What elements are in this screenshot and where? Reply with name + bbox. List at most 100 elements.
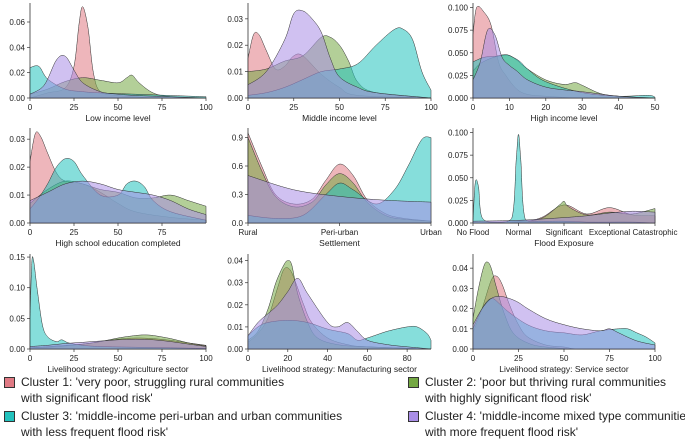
x-tick-label: 75 [158,228,167,237]
y-tick-label: 0.00 [227,345,243,354]
legend-swatch-cluster-4 [408,411,419,422]
y-tick-label: 0.9 [232,134,244,143]
y-tick-label: 0.075 [448,26,469,35]
legend-label-cluster-4-line-2: with more frequent flood risk' [425,425,579,439]
x-tick-label: 50 [114,103,123,112]
y-tick-label: 0.01 [9,191,25,200]
x-tick-label: 40 [614,103,623,112]
x-tick-label: 20 [283,354,292,363]
y-tick-label: 0.100 [448,4,469,13]
y-tick-label: 0.00 [227,94,243,103]
legend-swatch-cluster-3 [4,411,15,422]
x-axis-title: Flood Exposure [534,238,594,248]
x-tick-label: 50 [335,103,344,112]
y-tick-label: 0.025 [448,196,469,205]
x-tick-label: 20 [541,103,550,112]
legend-swatch-cluster-2 [408,377,419,388]
legend-label-cluster-2-line-1: Cluster 2: 'poor but thriving rural comm… [425,375,667,389]
y-tick-label: 0.00 [9,345,25,354]
y-tick-label: 0.03 [227,15,243,24]
density-area-cluster-4 [472,210,656,224]
y-tick-label: 0.00 [9,219,25,228]
x-tick-label: 25 [70,354,79,363]
x-tick-label: 0 [471,103,476,112]
y-tick-label: 0.15 [9,253,25,262]
y-tick-label: 0.050 [448,174,469,183]
x-tick-label: 100 [199,354,213,363]
x-tick-label: Normal [506,228,532,237]
y-tick-label: 0.01 [452,325,468,334]
legend-label-cluster-1-line-1: Cluster 1: 'very poor, struggling rural … [21,375,285,389]
x-tick-label: Exceptional [589,228,631,237]
x-tick-label: 75 [158,103,167,112]
y-tick-label: 0.025 [448,71,469,80]
density-area-cluster-4 [29,180,207,224]
x-tick-label: 50 [114,228,123,237]
x-axis-title: Livelihood strategy: Agriculture sector [47,364,188,374]
x-tick-label: 100 [424,103,438,112]
x-axis-title: High school education completed [55,238,180,248]
legend-label-cluster-3-line-2: with less frequent flood risk' [21,425,169,439]
x-tick-label: 10 [505,103,514,112]
y-tick-label: 0.6 [232,162,244,171]
legend-swatch-cluster-1 [4,377,15,388]
x-tick-label: 50 [560,354,569,363]
x-tick-label: 75 [605,354,614,363]
x-tick-label: Urban [420,228,442,237]
density-area-cluster-4 [29,338,207,350]
legend-label-cluster-4-line-1: Cluster 4: 'middle-income mixed type com… [425,409,685,423]
panel-low-income-level: 0.00 0.02 0.04 0.06 0 25 50 75 100 Low income lev… [9,3,213,123]
x-axis-title: Settlement [319,238,360,248]
y-tick-label: 0.03 [227,279,243,288]
y-tick-label: 0.04 [9,43,25,52]
y-tick-label: 0.000 [448,94,469,103]
x-tick-label: 75 [381,103,390,112]
density-area-cluster-4 [472,28,656,99]
density-area-cluster-3 [29,256,207,350]
legend-label-cluster-1-line-2: with significant flood risk' [21,391,153,405]
y-tick-label: 0.03 [452,284,468,293]
y-tick-label: 0.050 [448,49,469,58]
panel-settlement: 0.0 0.3 0.6 0.9 Rural Peri-urban Urban Settleme… [232,128,442,248]
x-tick-label: 60 [363,354,372,363]
y-tick-label: 0.10 [9,284,25,293]
x-tick-label: No Flood [457,228,489,237]
panel-livelihood-strategy-service-sector: 0.00 0.01 0.02 0.03 0.04 0 25 50 75 100 Livelihood… [452,254,662,374]
y-tick-label: 0.02 [227,301,243,310]
x-axis-title: Livelihood strategy: Service sector [499,364,629,374]
x-tick-label: 0 [246,354,251,363]
y-tick-label: 0.04 [452,264,468,273]
x-tick-label: 30 [578,103,587,112]
x-tick-label: 25 [70,228,79,237]
panel-middle-income-level: 0.00 0.01 0.02 0.03 0 25 50 75 100 Middle income … [227,3,438,123]
y-tick-label: 0.00 [452,345,468,354]
legend-item-cluster-1: Cluster 1: 'very poor, struggling rural … [4,374,284,406]
y-tick-label: 0.100 [448,129,469,138]
panel-flood-exposure: 0.000 0.025 0.050 0.075 0.100 No Flood Normal S… [448,128,677,248]
y-tick-label: 0.00 [9,94,25,103]
x-tick-label: 25 [70,103,79,112]
x-tick-label: 0 [471,354,476,363]
legend-item-cluster-3: Cluster 3: 'middle-income peri-urban and… [4,408,342,440]
y-tick-label: 0.01 [227,68,243,77]
y-tick-label: 0.06 [9,18,25,27]
y-tick-label: 0.04 [227,257,243,266]
density-area-cluster-4 [29,55,207,99]
density-area-cluster-4 [247,278,432,350]
legend: Cluster 1: 'very poor, struggling rural … [0,366,685,445]
y-tick-label: 0.02 [452,305,468,314]
y-tick-label: 0.075 [448,151,469,160]
density-area-cluster-4 [472,296,656,350]
y-tick-label: 0.000 [448,219,469,228]
density-area-cluster-4 [247,9,432,99]
y-tick-label: 0.03 [9,135,25,144]
x-tick-label: 80 [403,354,412,363]
x-axis-title: High income level [530,113,597,123]
x-tick-label: 25 [289,103,298,112]
legend-label-cluster-3-line-1: Cluster 3: 'middle-income peri-urban and… [21,409,343,423]
y-tick-label: 0.0 [232,219,244,228]
y-tick-label: 0.02 [227,41,243,50]
x-tick-label: 75 [158,354,167,363]
panel-livelihood-strategy-agriculture-sector: 0.00 0.05 0.10 0.15 0 25 50 75 100 Livelihood str… [9,253,213,374]
